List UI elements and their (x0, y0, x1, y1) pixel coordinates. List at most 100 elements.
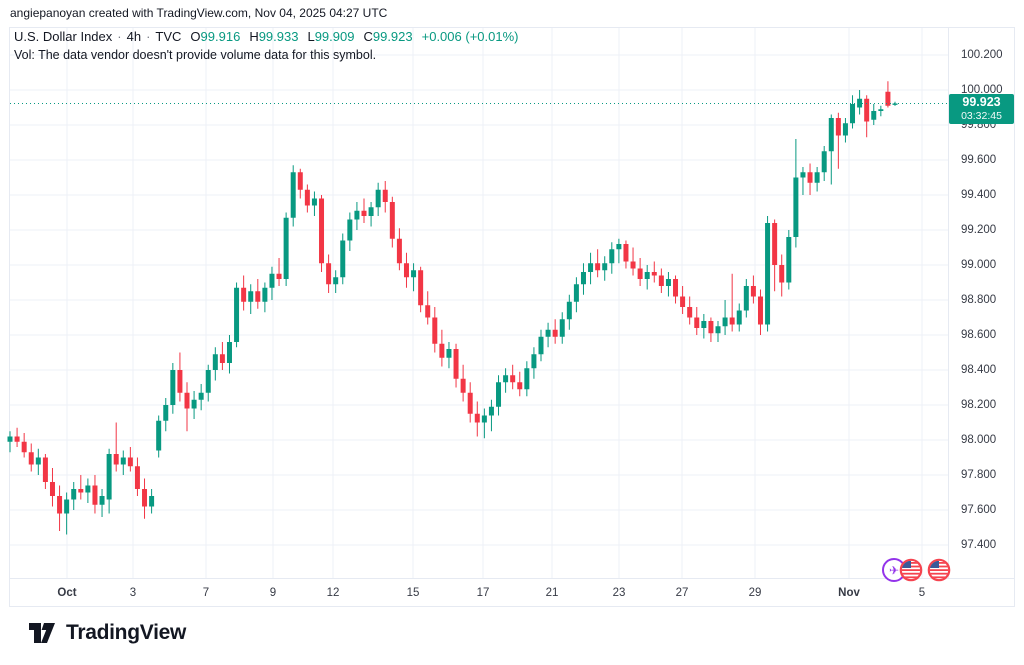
ohlc-o: O99.916 (190, 29, 241, 44)
candle (765, 216, 771, 332)
candle (432, 307, 438, 353)
tradingview-logo-text: TradingView (66, 621, 187, 644)
candle (496, 375, 502, 416)
candle (651, 261, 657, 283)
candle (212, 347, 218, 381)
us-flag-event-icon[interactable] (899, 558, 923, 582)
candle (630, 247, 636, 276)
price-axis-label: 98.200 (961, 399, 997, 411)
last-price-badge: 99.923 03:32:45 (949, 94, 1014, 125)
time-axis-label: 17 (476, 587, 490, 599)
separator-dot: · (146, 29, 151, 44)
candle (333, 270, 339, 293)
us-flag-event-icon[interactable] (927, 558, 951, 582)
candle (340, 233, 346, 285)
interval-label[interactable]: 4h (126, 29, 142, 44)
candle (262, 282, 268, 313)
candle (722, 300, 728, 335)
candle (602, 256, 608, 281)
candle (255, 279, 261, 309)
candle (814, 167, 820, 192)
ohlc-h: H99.933 (249, 29, 299, 44)
candle (878, 105, 884, 117)
candle (368, 202, 374, 227)
time-axis-label: 9 (269, 587, 277, 599)
candle (779, 254, 785, 297)
candle (566, 294, 572, 330)
candle (835, 112, 841, 169)
candle (106, 448, 112, 514)
exchange-label[interactable]: TVC (155, 29, 182, 44)
candle (411, 263, 417, 292)
candle (460, 364, 466, 402)
flight-event-icon[interactable]: ✈ (882, 558, 906, 582)
candle (163, 398, 169, 432)
price-axis-label: 97.400 (961, 539, 997, 551)
price-axis-label: 99.200 (961, 224, 997, 236)
candle (418, 266, 424, 313)
candle (623, 240, 629, 269)
chart-legend: U.S. Dollar Index · 4h · TVC O99.916 H99.933 L9… (14, 29, 518, 62)
price-axis-label: 99.400 (961, 189, 997, 201)
time-axis-label: Oct (57, 587, 77, 599)
candle (736, 303, 742, 332)
candle (729, 273, 735, 332)
candle (850, 95, 856, 129)
candle (503, 368, 509, 393)
candle (319, 195, 325, 272)
candle (219, 342, 225, 370)
tradingview-logo[interactable]: TradingView (27, 620, 186, 646)
candle (616, 238, 622, 264)
candlestick-chart[interactable] (0, 0, 1024, 612)
time-axis-label: 29 (748, 587, 762, 599)
time-axis-label: Nov (838, 587, 860, 599)
candle (446, 342, 452, 369)
price-axis-label: 100.200 (961, 49, 1003, 61)
candle (750, 275, 756, 304)
candle (828, 114, 834, 185)
candle (64, 492, 70, 535)
candle (708, 317, 714, 342)
candle (269, 266, 275, 300)
last-price-value: 99.923 (962, 95, 1001, 110)
candle (92, 475, 98, 514)
price-axis-label: 97.800 (961, 469, 997, 481)
candle (538, 329, 544, 362)
candle (871, 104, 877, 125)
time-axis-label: 15 (406, 587, 420, 599)
grid-lines (10, 28, 948, 578)
price-axis-label: 98.800 (961, 294, 997, 306)
candle (28, 443, 34, 472)
candle (680, 286, 686, 314)
candle (757, 289, 763, 335)
candle (142, 478, 148, 519)
candle (248, 284, 254, 314)
candle (595, 249, 601, 278)
time-axis-label: 7 (202, 587, 210, 599)
candle (644, 265, 650, 290)
time-axis-label: 27 (675, 587, 689, 599)
candle (127, 447, 133, 472)
candle (347, 212, 353, 251)
candle (184, 382, 190, 432)
candle (609, 242, 615, 274)
time-axis-label: 12 (326, 587, 340, 599)
candle (694, 307, 700, 335)
volume-note: Vol: The data vendor doesn't provide vol… (14, 48, 377, 62)
candle (453, 343, 459, 388)
candle (885, 81, 891, 108)
candle (481, 408, 487, 439)
candle (382, 181, 388, 213)
price-axis-label: 97.600 (961, 504, 997, 516)
tradingview-logo-glyph (29, 623, 55, 643)
svg-text:✈: ✈ (889, 564, 899, 578)
symbol-title[interactable]: U.S. Dollar Index (14, 29, 113, 44)
price-axis-label: 98.600 (961, 329, 997, 341)
time-axis-label: 21 (545, 587, 559, 599)
candle (276, 258, 282, 286)
candle (743, 279, 749, 318)
candle (403, 252, 409, 288)
time-axis-label: 3 (129, 587, 137, 599)
candle (772, 219, 778, 292)
candle (71, 482, 77, 510)
